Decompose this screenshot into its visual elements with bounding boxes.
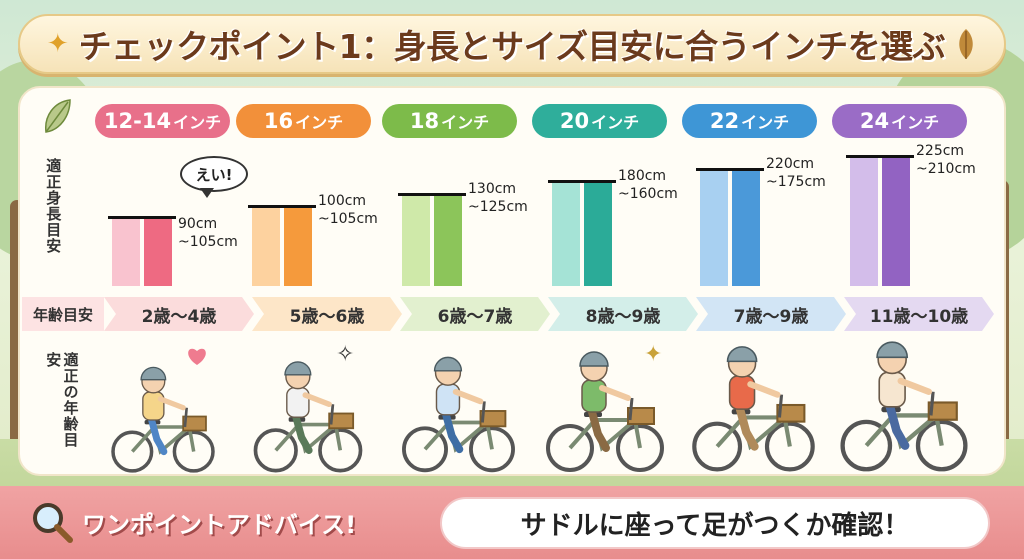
height-range-label: 180cm ~160cm: [618, 168, 678, 202]
age-segment: 7歳〜9歳: [696, 297, 846, 331]
height-bar: [398, 193, 466, 286]
sparkle-icon: ✧: [336, 342, 355, 367]
chart-panel: [18, 86, 1006, 476]
child-on-bike: [834, 327, 974, 478]
size-tab: 20 インチ: [532, 104, 667, 138]
bar-top-line: [696, 168, 764, 171]
bar-top-line: [248, 205, 316, 208]
bar-light: [700, 171, 728, 286]
age-segment: 8歳〜9歳: [548, 297, 698, 331]
height-guide-label: 適正身長目安: [44, 158, 63, 254]
speech-bubble-tail: [200, 188, 214, 198]
child-on-bike: [248, 349, 368, 478]
height-bar: [108, 216, 176, 286]
child-on-bike: [540, 338, 670, 478]
age-segment: 11歳〜10歳: [844, 297, 994, 331]
advice-title: ワンポイントアドバイス!: [82, 510, 357, 539]
age-guide-vertical-label: 適正の年齢目安: [44, 352, 80, 448]
height-range-label: 225cm ~210cm: [916, 143, 976, 177]
height-range-label: 90cm ~105cm: [178, 216, 238, 250]
bar-top-line: [846, 155, 914, 158]
speech-bubble: えい!: [180, 156, 248, 192]
bar-top-line: [548, 180, 616, 183]
page-title: チェックポイント1：身長とサイズ目安に合うインチを選ぶ: [78, 27, 946, 66]
size-tab: 24 インチ: [832, 104, 967, 138]
bar-top-line: [108, 216, 176, 219]
size-tab-unit: インチ: [441, 113, 490, 132]
sparkle-icon: ✦: [644, 342, 663, 367]
height-bar: [696, 168, 764, 286]
height-bar: [548, 180, 616, 286]
sparkle-icon: ✦: [46, 29, 69, 59]
size-tab-inch: 24: [859, 109, 890, 133]
size-tab: 22 インチ: [682, 104, 817, 138]
child-on-bike: [686, 332, 821, 478]
age-segment: 5歳〜6歳: [252, 297, 402, 331]
leaf-icon: [45, 99, 71, 133]
child-on-bike: [396, 344, 521, 478]
magnifier-icon: [33, 503, 73, 543]
size-tab-unit: インチ: [591, 113, 640, 132]
age-guide-label: 年齢目安: [22, 297, 104, 331]
leaf-icon: [959, 29, 973, 59]
height-range-label: 220cm ~175cm: [766, 156, 826, 190]
bar-top-line: [398, 193, 466, 196]
bar-light: [552, 183, 580, 286]
age-row: 年齢目安 2歳〜4歳 5歳〜6歳 6歳〜7歳 8歳〜9歳 7歳〜9歳 11歳〜10歳: [22, 297, 994, 331]
title-banner: ✦ チェックポイント1：身長とサイズ目安に合うインチを選ぶ: [18, 14, 1006, 74]
size-tab: 18 インチ: [382, 104, 517, 138]
size-tab-unit: インチ: [741, 113, 790, 132]
size-tab-unit: インチ: [295, 113, 344, 132]
child-on-bike: [106, 355, 220, 478]
advice-text: サドルに座って足がつくか確認！: [520, 510, 910, 541]
height-bar: [248, 205, 316, 286]
size-tab-inch: 20: [559, 109, 590, 133]
bar-dark: [284, 208, 312, 286]
bar-light: [402, 196, 430, 286]
advice-box: サドルに座って足がつくか確認！: [440, 497, 990, 549]
size-tab-unit: インチ: [173, 113, 222, 132]
bar-dark: [584, 183, 612, 286]
size-tab-inch: 22: [709, 109, 740, 133]
size-tab-inch: 16: [263, 109, 294, 133]
age-segment: 2歳〜4歳: [104, 297, 254, 331]
size-tab: 16 インチ: [236, 104, 371, 138]
height-bar: [846, 155, 914, 286]
bar-dark: [882, 158, 910, 286]
bar-light: [112, 219, 140, 286]
size-tab-inch: 12-14: [103, 109, 172, 133]
height-range-label: 100cm ~105cm: [318, 193, 378, 227]
age-segment: 6歳〜7歳: [400, 297, 550, 331]
advice-title-group: ワンポイントアドバイス!: [30, 496, 425, 548]
size-tab: 12-14 インチ: [95, 104, 230, 138]
size-tab-inch: 18: [409, 109, 440, 133]
bar-dark: [434, 196, 462, 286]
bar-dark: [732, 171, 760, 286]
size-tab-unit: インチ: [891, 113, 940, 132]
heart-icon: [188, 348, 206, 365]
bar-light: [850, 158, 878, 286]
bar-dark: [144, 219, 172, 286]
bar-light: [252, 208, 280, 286]
height-range-label: 130cm ~125cm: [468, 181, 528, 215]
